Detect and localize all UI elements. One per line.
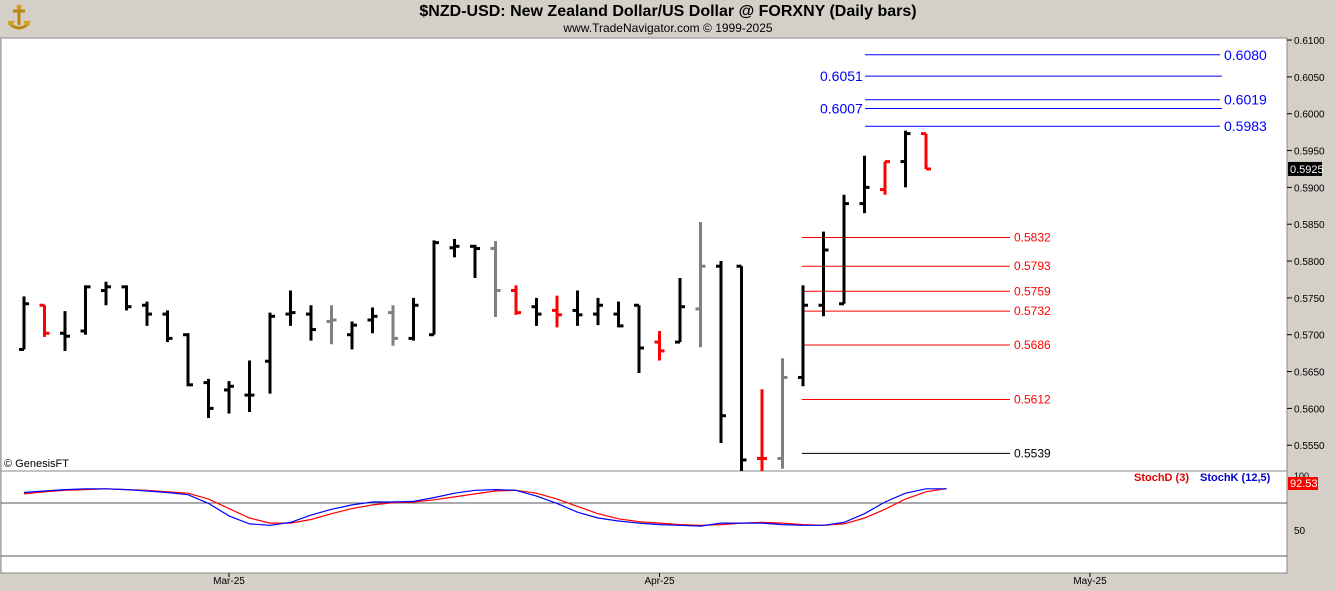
ohlc-bar: [121, 285, 132, 311]
fib-label-red: 0.5832: [1014, 230, 1051, 244]
current-price-label: 0.5925: [1290, 164, 1324, 176]
price-axis-label: 0.5850: [1294, 220, 1325, 231]
stoch-axis-label: 50: [1294, 526, 1306, 537]
date-axis-label: May-25: [1073, 576, 1107, 587]
ohlc-bar: [777, 358, 788, 469]
ohlc-bar: [470, 244, 480, 278]
ohlc-bar: [490, 241, 501, 318]
ohlc-bar: [347, 321, 357, 350]
ohlc-bar: [388, 305, 398, 346]
chart-subtitle: www.TradeNavigator.com © 1999-2025: [563, 21, 773, 35]
fib-label-red: 0.5686: [1014, 338, 1051, 352]
ohlc-bar: [798, 285, 808, 387]
date-axis-label: Apr-25: [644, 576, 674, 587]
price-axis-label: 0.5950: [1294, 147, 1325, 158]
fib-label-red: 0.5759: [1014, 284, 1051, 298]
ohlc-bar: [80, 285, 91, 335]
chart-header: $NZD-USD: New Zealand Dollar/US Dollar @…: [0, 0, 1336, 38]
ohlc-bar: [162, 310, 173, 343]
ohlc-bar: [285, 290, 296, 326]
stochk-line: [23, 488, 947, 527]
price-panel: [0, 37, 1288, 472]
stochk-legend: StochK (12,5): [1200, 472, 1271, 484]
ohlc-bar: [552, 295, 562, 328]
fib-label-blue: 0.6007: [820, 101, 863, 117]
ohlc-bar: [859, 155, 870, 214]
price-axis-label: 0.5650: [1294, 368, 1325, 379]
ohlc-bar: [593, 297, 603, 326]
fib-label-red: 0.5793: [1014, 259, 1051, 273]
ohlc-bar: [880, 160, 890, 195]
ohlc-bar: [900, 130, 911, 188]
ohlc-bar: [39, 303, 50, 337]
price-axis-label: 0.6100: [1294, 36, 1325, 47]
ohlc-bar: [531, 297, 542, 326]
fib-label-blue: 0.6019: [1224, 92, 1267, 108]
stoch-value-label: 92.53: [1290, 478, 1318, 490]
ohlc-bar: [675, 277, 685, 344]
ohlc-bar: [449, 238, 460, 258]
ohlc-bar: [757, 389, 767, 471]
trade-navigator-logo-icon: [7, 4, 31, 30]
ohlc-bar: [203, 378, 214, 418]
stochd-line: [23, 487, 947, 526]
ohlc-bar: [572, 290, 583, 326]
ohlc-bar: [511, 285, 521, 315]
ohlc-bar: [408, 297, 419, 341]
ohlc-bar: [634, 303, 644, 374]
stoch-axis-label: 100: [1294, 471, 1309, 481]
ohlc-bar: [101, 281, 111, 306]
fib-label-red: 0.5612: [1014, 393, 1051, 407]
ohlc-bar: [839, 194, 849, 306]
price-axis-label: 0.5600: [1294, 404, 1325, 415]
price-axis-label: 0.5700: [1294, 331, 1325, 342]
ohlc-bar: [19, 296, 29, 351]
fib-label-red: 0.5539: [1014, 446, 1051, 460]
ohlc-bar: [429, 240, 439, 337]
stoch-value-box: [1288, 477, 1318, 490]
price-axis-label: 0.6050: [1294, 73, 1325, 84]
price-axis-label: 0.5550: [1294, 441, 1325, 452]
stochd-legend: StochD (3): [1134, 472, 1189, 484]
ohlc-bar: [736, 264, 747, 471]
ohlc-bar: [921, 132, 931, 171]
ohlc-bar: [244, 360, 255, 413]
current-price-box: [1288, 161, 1322, 176]
ohlc-bar: [654, 331, 665, 361]
ohlc-bar: [613, 301, 624, 328]
ohlc-bar: [367, 307, 378, 334]
ohlc-bar: [183, 333, 193, 387]
price-axis-label: 0.5800: [1294, 257, 1325, 268]
date-axis-label: Mar-25: [213, 576, 245, 587]
price-axis-label: 0.5750: [1294, 294, 1325, 305]
fib-label-blue: 0.6080: [1224, 47, 1267, 63]
ohlc-bar: [326, 305, 337, 345]
fib-label-red: 0.5732: [1014, 304, 1051, 318]
ohlc-bar: [224, 381, 234, 414]
ohlc-bar: [60, 311, 70, 351]
price-axis-label: 0.5900: [1294, 183, 1325, 194]
ohlc-bar: [695, 222, 706, 348]
ohlc-bar: [142, 301, 152, 326]
ohlc-bar: [306, 305, 316, 341]
ohlc-bar: [265, 312, 275, 394]
watermark: © GenesisFT: [4, 458, 69, 470]
price-axis-label: 0.6000: [1294, 110, 1325, 121]
ohlc-bar: [818, 231, 829, 317]
ohlc-bar: [716, 261, 726, 444]
fib-label-blue: 0.6051: [820, 68, 863, 84]
chart-title: $NZD-USD: New Zealand Dollar/US Dollar @…: [419, 3, 917, 20]
fib-label-blue: 0.5983: [1224, 118, 1267, 134]
